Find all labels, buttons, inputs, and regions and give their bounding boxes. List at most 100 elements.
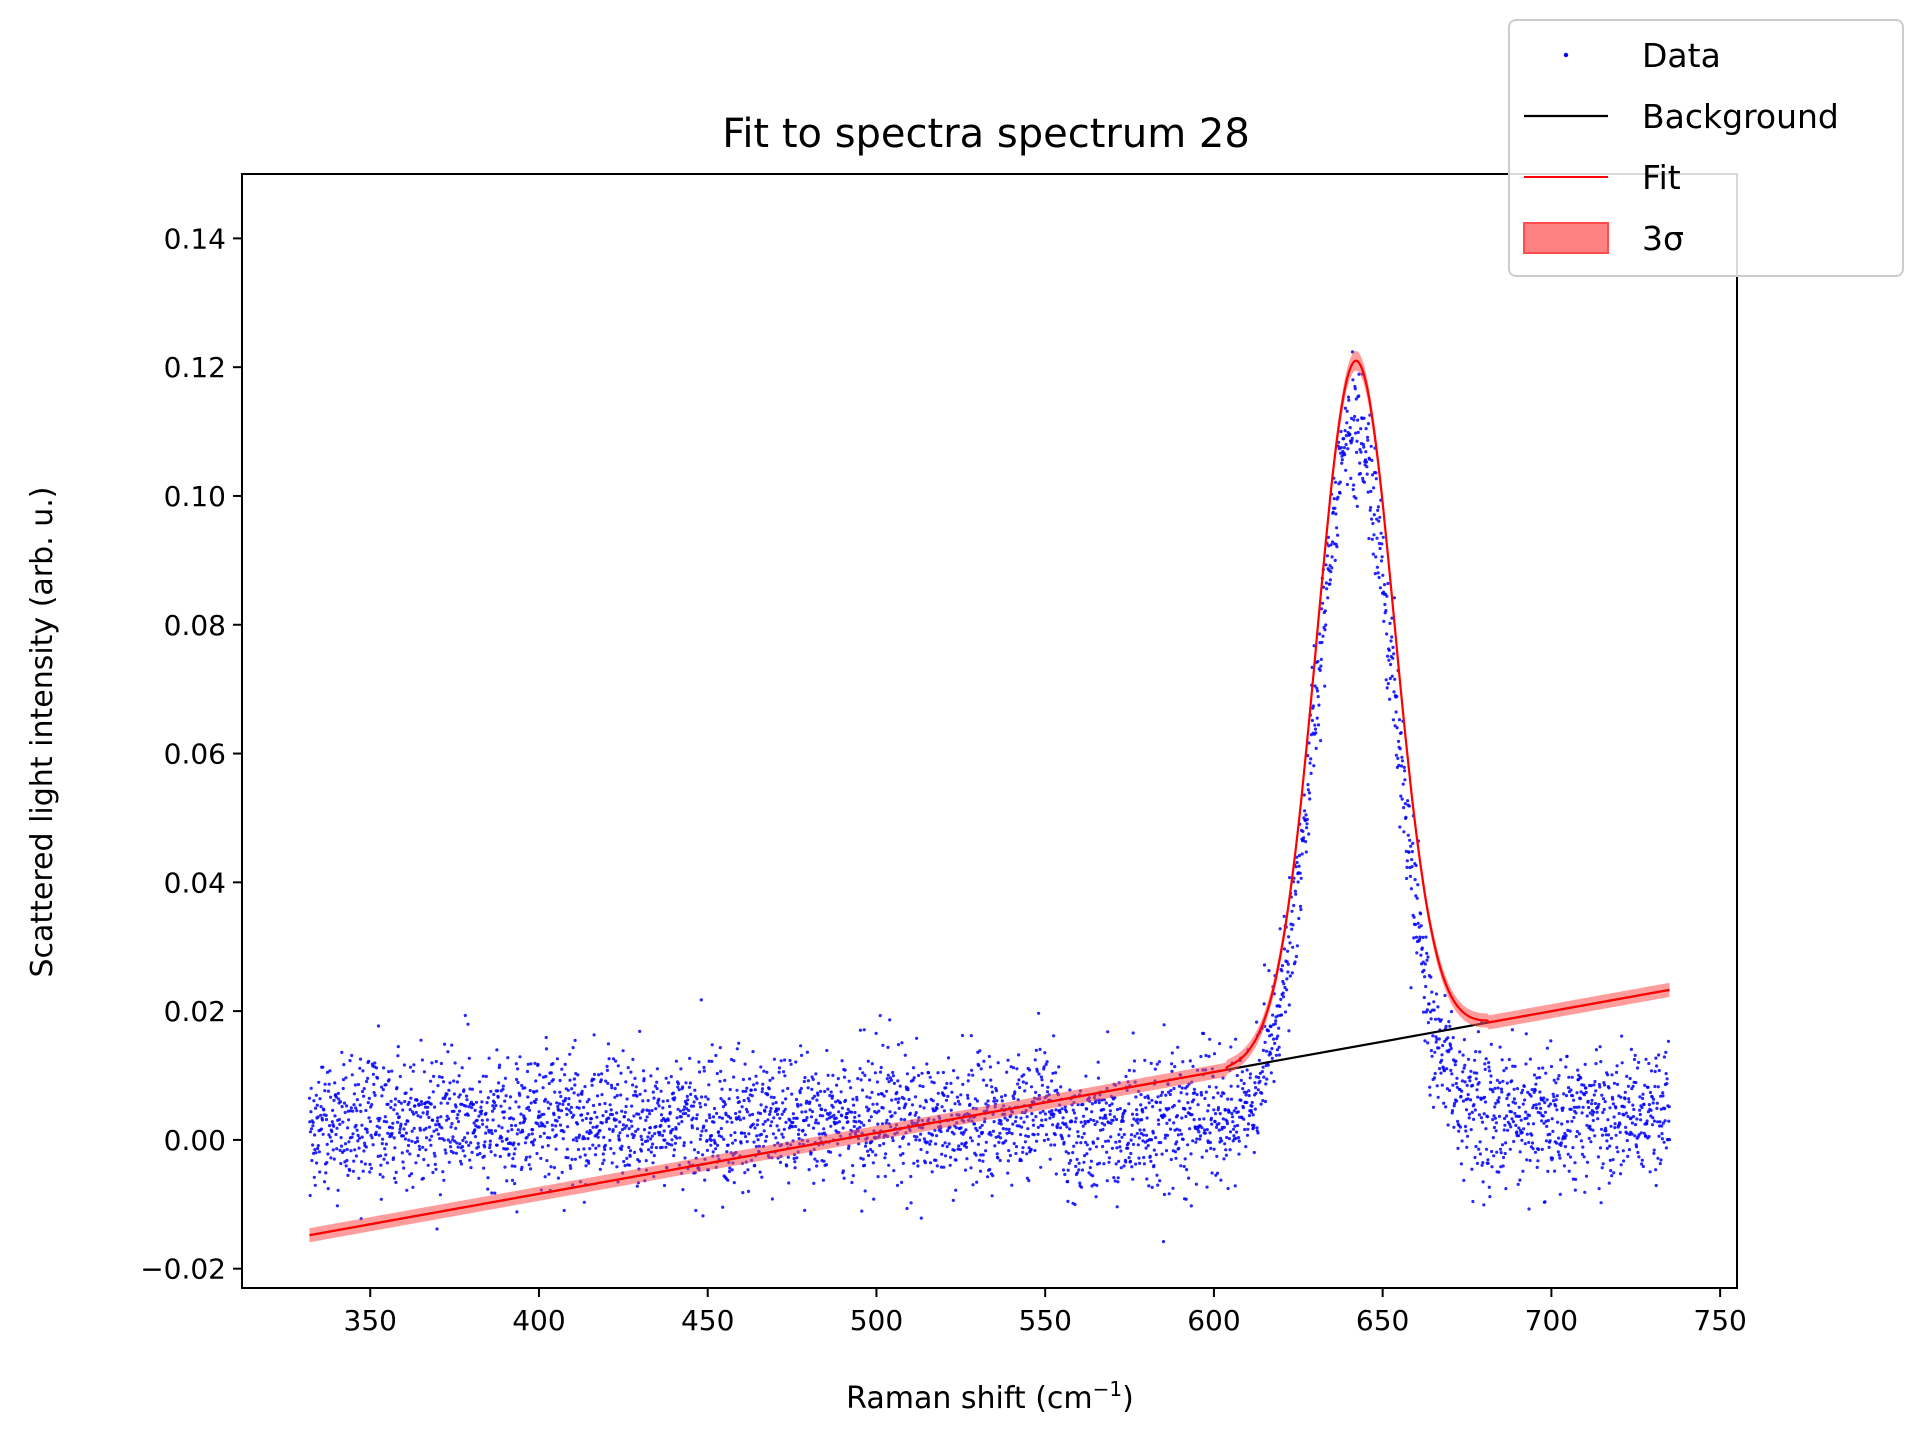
data-point	[1406, 799, 1410, 803]
data-point	[1551, 1099, 1556, 1103]
data-point	[1661, 1094, 1665, 1098]
data-point	[583, 1085, 587, 1089]
data-point	[927, 1131, 931, 1135]
data-point	[1075, 1157, 1079, 1161]
data-point	[691, 1104, 696, 1108]
data-point	[1076, 1103, 1080, 1107]
data-point	[1366, 422, 1371, 426]
data-point	[1479, 1097, 1483, 1101]
data-point	[1468, 1079, 1472, 1083]
data-point	[1579, 1090, 1583, 1094]
data-point	[1318, 632, 1322, 636]
data-point	[566, 1088, 570, 1092]
data-point	[585, 1130, 589, 1134]
data-point	[1664, 1146, 1668, 1150]
data-point	[1310, 665, 1314, 670]
data-point	[416, 1154, 420, 1158]
data-point	[1607, 1181, 1611, 1185]
data-point	[440, 1075, 444, 1079]
data-point	[902, 1097, 906, 1101]
data-point	[1484, 1147, 1489, 1151]
data-point	[815, 1164, 819, 1168]
data-point	[1634, 1145, 1639, 1149]
data-point	[673, 1096, 677, 1100]
data-point	[1150, 1098, 1154, 1102]
data-point	[1484, 1127, 1488, 1131]
x-tick-label: 700	[1525, 1304, 1578, 1337]
data-point	[621, 1123, 626, 1127]
data-point	[1434, 1040, 1438, 1044]
data-point	[1471, 1083, 1475, 1087]
data-point	[549, 1102, 553, 1106]
data-point	[1095, 1120, 1099, 1124]
data-point	[422, 1157, 426, 1162]
data-point	[365, 1127, 369, 1132]
data-point	[600, 1121, 604, 1125]
data-point	[1575, 1129, 1579, 1134]
data-point	[761, 1082, 765, 1086]
data-point	[1237, 1136, 1241, 1140]
data-point	[324, 1171, 328, 1175]
data-point	[860, 1209, 864, 1213]
data-point	[1304, 850, 1308, 854]
data-point	[1296, 880, 1300, 884]
data-point	[323, 1082, 327, 1086]
data-point	[586, 1137, 590, 1141]
data-point	[401, 1134, 405, 1138]
data-point	[1634, 1080, 1638, 1085]
data-point	[473, 1135, 478, 1139]
data-point	[1190, 1113, 1194, 1117]
data-point	[875, 1080, 880, 1084]
data-point	[1372, 486, 1376, 490]
data-point	[312, 1099, 316, 1103]
data-point	[1323, 628, 1327, 632]
data-point	[1285, 977, 1289, 981]
data-point	[338, 1100, 342, 1104]
data-point	[578, 1155, 582, 1159]
data-point	[1244, 1145, 1248, 1149]
data-point	[488, 1143, 492, 1147]
data-point	[854, 1120, 858, 1124]
data-point	[1376, 571, 1380, 575]
data-point	[1126, 1141, 1130, 1145]
data-point	[687, 1108, 691, 1113]
data-point	[783, 1107, 787, 1111]
data-point	[1492, 1154, 1496, 1158]
data-point	[538, 1115, 542, 1119]
data-point	[418, 1147, 422, 1151]
data-point	[1374, 477, 1378, 481]
data-point	[324, 1117, 329, 1122]
data-point	[795, 1156, 799, 1160]
data-point	[1222, 1125, 1226, 1129]
data-point	[1317, 703, 1321, 707]
data-point	[956, 1099, 961, 1103]
data-point	[928, 1142, 932, 1146]
data-point	[1507, 1103, 1511, 1107]
data-point	[1323, 609, 1327, 613]
data-point	[1424, 984, 1428, 989]
data-point	[609, 1108, 613, 1112]
data-point	[580, 1092, 584, 1096]
data-point	[1382, 619, 1386, 624]
data-point	[1510, 1028, 1514, 1032]
data-point	[667, 1124, 671, 1128]
data-point	[407, 1174, 412, 1178]
data-point	[756, 1138, 760, 1142]
data-point	[812, 1094, 817, 1098]
data-point	[1208, 1131, 1212, 1135]
data-point	[622, 1159, 626, 1164]
data-point	[684, 1111, 688, 1116]
data-point	[1495, 1078, 1499, 1082]
data-point	[577, 1133, 582, 1137]
data-point	[310, 1158, 314, 1163]
data-point	[1640, 1162, 1644, 1166]
data-point	[990, 1085, 994, 1089]
data-point	[1177, 1084, 1181, 1088]
data-point	[1467, 1112, 1472, 1116]
data-point	[760, 1090, 764, 1094]
data-point	[1140, 1118, 1144, 1122]
data-point	[1101, 1144, 1105, 1149]
data-point	[1458, 1125, 1462, 1129]
data-point	[904, 1102, 908, 1106]
data-point	[752, 1140, 756, 1144]
